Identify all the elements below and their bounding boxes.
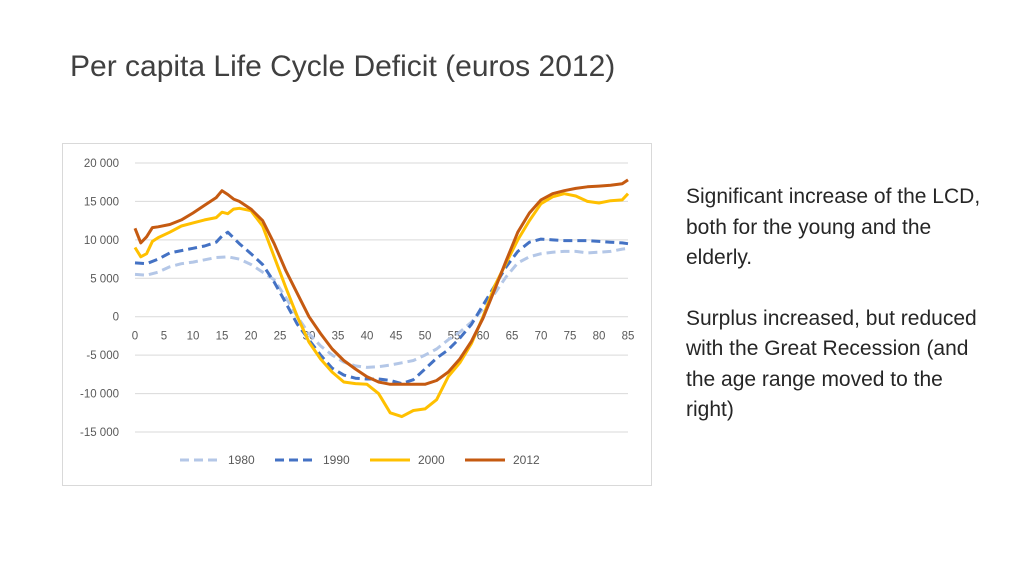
series-line-2000 bbox=[133, 192, 630, 419]
note-surplus: Surplus increased, but reduced with the … bbox=[686, 306, 977, 422]
legend-label-1990: 1990 bbox=[323, 453, 350, 467]
chart-container: 20 000 15 000 10 000 5 000 0 -5 000 -10 000 -15… bbox=[62, 143, 652, 486]
x-tick-label: 85 bbox=[622, 331, 635, 343]
x-tick-label: 25 bbox=[274, 331, 287, 343]
series-line-1980 bbox=[134, 246, 629, 369]
x-tick-label: 60 bbox=[477, 331, 490, 343]
legend-label-2000: 2000 bbox=[418, 453, 445, 467]
y-tick-label: 15 000 bbox=[84, 196, 119, 208]
x-tick-label: 15 bbox=[216, 331, 229, 343]
x-tick-label: 75 bbox=[564, 331, 577, 343]
series-line-1990 bbox=[134, 230, 629, 386]
y-tick-label: -15 000 bbox=[80, 427, 119, 439]
series-line-2012 bbox=[133, 178, 629, 386]
y-tick-label: -10 000 bbox=[80, 389, 119, 401]
x-tick-label: 50 bbox=[419, 331, 432, 343]
x-tick-label: 45 bbox=[390, 331, 403, 343]
legend-label-2012: 2012 bbox=[513, 453, 540, 467]
x-tick-label: 80 bbox=[593, 331, 606, 343]
x-tick-label: 0 bbox=[132, 331, 138, 343]
x-tick-label: 40 bbox=[361, 331, 374, 343]
notes-panel: Significant increase of the LCD, both fo… bbox=[686, 182, 986, 456]
line-chart: 20 000 15 000 10 000 5 000 0 -5 000 -10 000 -15… bbox=[80, 158, 635, 467]
note-lcd-increase: Significant increase of the LCD, both fo… bbox=[686, 185, 981, 269]
legend-label-1980: 1980 bbox=[228, 453, 255, 467]
x-tick-label: 70 bbox=[535, 331, 548, 343]
x-tick-label: 35 bbox=[332, 331, 345, 343]
x-tick-label: 20 bbox=[245, 331, 258, 343]
y-tick-label: -5 000 bbox=[86, 350, 119, 362]
y-tick-label: 0 bbox=[113, 312, 119, 324]
x-tick-label: 5 bbox=[161, 331, 167, 343]
y-tick-label: 20 000 bbox=[84, 158, 119, 170]
y-tick-label: 5 000 bbox=[90, 273, 119, 285]
x-tick-label: 65 bbox=[506, 331, 519, 343]
y-tick-label: 10 000 bbox=[84, 235, 119, 247]
slide-title: Per capita Life Cycle Deficit (euros 201… bbox=[70, 50, 616, 83]
x-tick-label: 10 bbox=[187, 331, 200, 343]
